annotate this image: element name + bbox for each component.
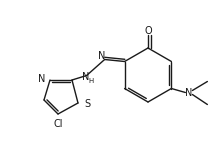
Text: N: N	[82, 71, 89, 81]
Text: N: N	[98, 51, 105, 61]
Text: O: O	[144, 26, 152, 36]
Text: H: H	[88, 77, 93, 83]
Text: Cl: Cl	[53, 119, 63, 129]
Text: S: S	[84, 99, 90, 109]
Text: N: N	[185, 87, 192, 97]
Text: N: N	[38, 74, 45, 84]
